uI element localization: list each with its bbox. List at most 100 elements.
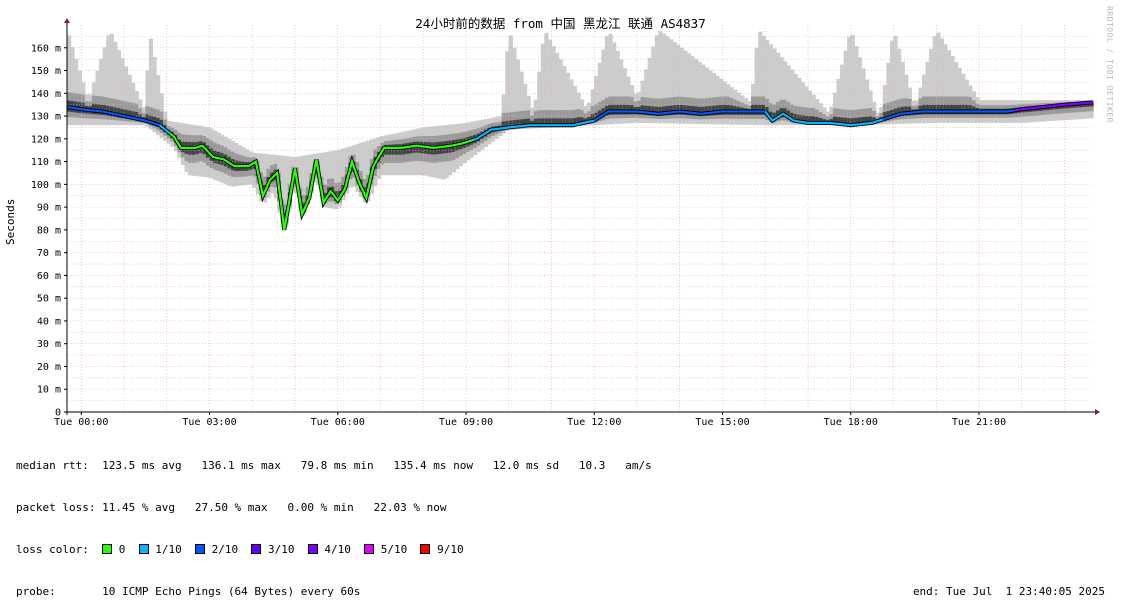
smoke-outer-band — [900, 61, 905, 124]
smoke-mid-band — [832, 108, 838, 125]
smoke-outer-band — [555, 52, 560, 128]
smoke-outer-band — [690, 56, 695, 124]
smoke-inner-band — [850, 118, 855, 126]
smoke-inner-band — [843, 117, 848, 125]
smoke-outer-band — [772, 48, 777, 126]
loss-color-item: 0 — [89, 543, 125, 556]
x-tick-label: Tue 09:00 — [439, 417, 493, 428]
smoke-inner-band — [900, 106, 905, 117]
smoke-outer-band — [932, 36, 937, 123]
smoke-outer-band — [594, 76, 599, 126]
smoke-inner-band — [580, 117, 585, 124]
smoke-outer-band — [790, 69, 795, 126]
smoke-outer-band — [836, 78, 841, 126]
smoke-outer-band — [868, 90, 873, 125]
smoke-outer-band — [850, 35, 855, 126]
smoke-outer-band — [508, 35, 513, 130]
smoke-mid-band — [508, 112, 513, 129]
smoke-outer-band — [897, 48, 902, 124]
y-tick-label: 110 m — [31, 157, 61, 168]
smoke-inner-band — [547, 118, 553, 126]
smoke-outer-band — [544, 32, 549, 128]
smoke-outer-band — [597, 62, 602, 125]
smoke-mid-band — [576, 109, 581, 126]
smoke-outer-band — [661, 33, 667, 124]
smoke-outer-band — [943, 44, 948, 123]
smoke-outer-band — [694, 58, 699, 124]
smoke-inner-band — [832, 116, 838, 124]
smoke-inner-band — [562, 118, 567, 126]
smoke-outer-band — [505, 51, 510, 132]
smoke-outer-band — [287, 156, 293, 210]
smoke-mid-band — [547, 110, 553, 127]
smoke-outer-band — [109, 33, 114, 126]
y-tick-label: 100 m — [31, 180, 61, 191]
smoke-outer-band — [515, 59, 521, 130]
loss-swatch — [138, 544, 149, 554]
smoke-inner-band — [786, 110, 791, 120]
smoke-outer-band — [156, 75, 161, 136]
x-tick-label: Tue 15:00 — [695, 417, 749, 428]
smoke-outer-band — [323, 152, 328, 208]
smoke-inner-band — [152, 116, 157, 126]
smoke-outer-band — [99, 58, 104, 126]
y-tick-label: 20 m — [37, 362, 61, 373]
smoke-inner-band — [868, 116, 873, 124]
smoke-inner-band — [882, 112, 887, 121]
smoke-outer-band — [558, 59, 563, 127]
smoke-inner-band — [804, 115, 809, 124]
grid-layer — [67, 25, 1093, 412]
smoke-outer-band — [366, 140, 371, 202]
legend: median rtt: 123.5 ms avg 136.1 ms max 79… — [16, 431, 1111, 613]
smoke-outer-band — [854, 46, 859, 126]
y-tick-label: 70 m — [37, 248, 61, 259]
median-line-2-10 — [593, 110, 766, 122]
smoke-outer-band — [116, 50, 122, 126]
smoke-outer-band — [337, 149, 342, 207]
median-line-2-10 — [66, 105, 161, 127]
smoke-outer-band — [565, 72, 570, 127]
probe-row: probe: 10 ICMP Echo Pings (64 Bytes) eve… — [16, 585, 1111, 599]
y-tick-label: 160 m — [31, 43, 61, 54]
smoke-inner-band — [523, 118, 528, 127]
rrdtool-watermark: RRDTOOL / TOBI OETIKER — [1105, 6, 1114, 123]
loss-color-item: 1/10 — [125, 543, 182, 556]
smoke-outer-band — [683, 50, 688, 124]
smoke-mid-band — [551, 110, 556, 127]
smoke-inner-band — [540, 118, 545, 126]
loss-color-row: loss color: 0 1/10 2/10 3/10 4/10 5/10 9… — [16, 543, 1111, 557]
median-rtt-values: 123.5 ms avg 136.1 ms max 79.8 ms min 13… — [102, 459, 652, 472]
smoke-mid-band — [558, 110, 563, 127]
median-line-0 — [169, 132, 474, 231]
smoke-inner-band — [865, 116, 870, 124]
smoke-outer-band — [120, 58, 125, 126]
smoke-inner-band — [697, 106, 702, 117]
smoke-outer-band — [569, 79, 574, 127]
smoke-mid-band — [815, 109, 820, 125]
smoke-outer-band — [319, 152, 325, 200]
y-tick-label: 150 m — [31, 66, 61, 77]
median-layer — [66, 100, 1094, 231]
loss-swatch-label: 3/10 — [267, 543, 295, 556]
axis-layer — [64, 18, 1100, 415]
smoke-inner-band — [790, 112, 795, 121]
smoke-outer-band — [148, 38, 154, 130]
loss-swatch — [420, 544, 431, 554]
median-rtt-row: median rtt: 123.5 ms avg 136.1 ms max 79… — [16, 459, 1111, 473]
smoke-mid-band — [836, 108, 841, 125]
smoke-outer-band — [70, 47, 75, 126]
smoke-outer-band — [768, 44, 773, 126]
x-tick-label: Tue 00:00 — [54, 417, 108, 428]
smoke-outer-band — [145, 70, 150, 127]
smoke-outer-band — [946, 50, 952, 123]
loss-swatch-label: 5/10 — [380, 543, 408, 556]
smoke-outer-band — [936, 32, 941, 123]
smoke-outer-band — [929, 48, 934, 124]
smoke-mid-band — [565, 110, 570, 126]
smoke-outer-band — [608, 33, 613, 125]
smoke-inner-band — [872, 117, 877, 123]
smoke-inner-band — [551, 118, 556, 126]
smoke-outer-band — [302, 155, 307, 216]
smoke-outer-band — [280, 155, 285, 228]
loss-swatch — [102, 544, 113, 554]
